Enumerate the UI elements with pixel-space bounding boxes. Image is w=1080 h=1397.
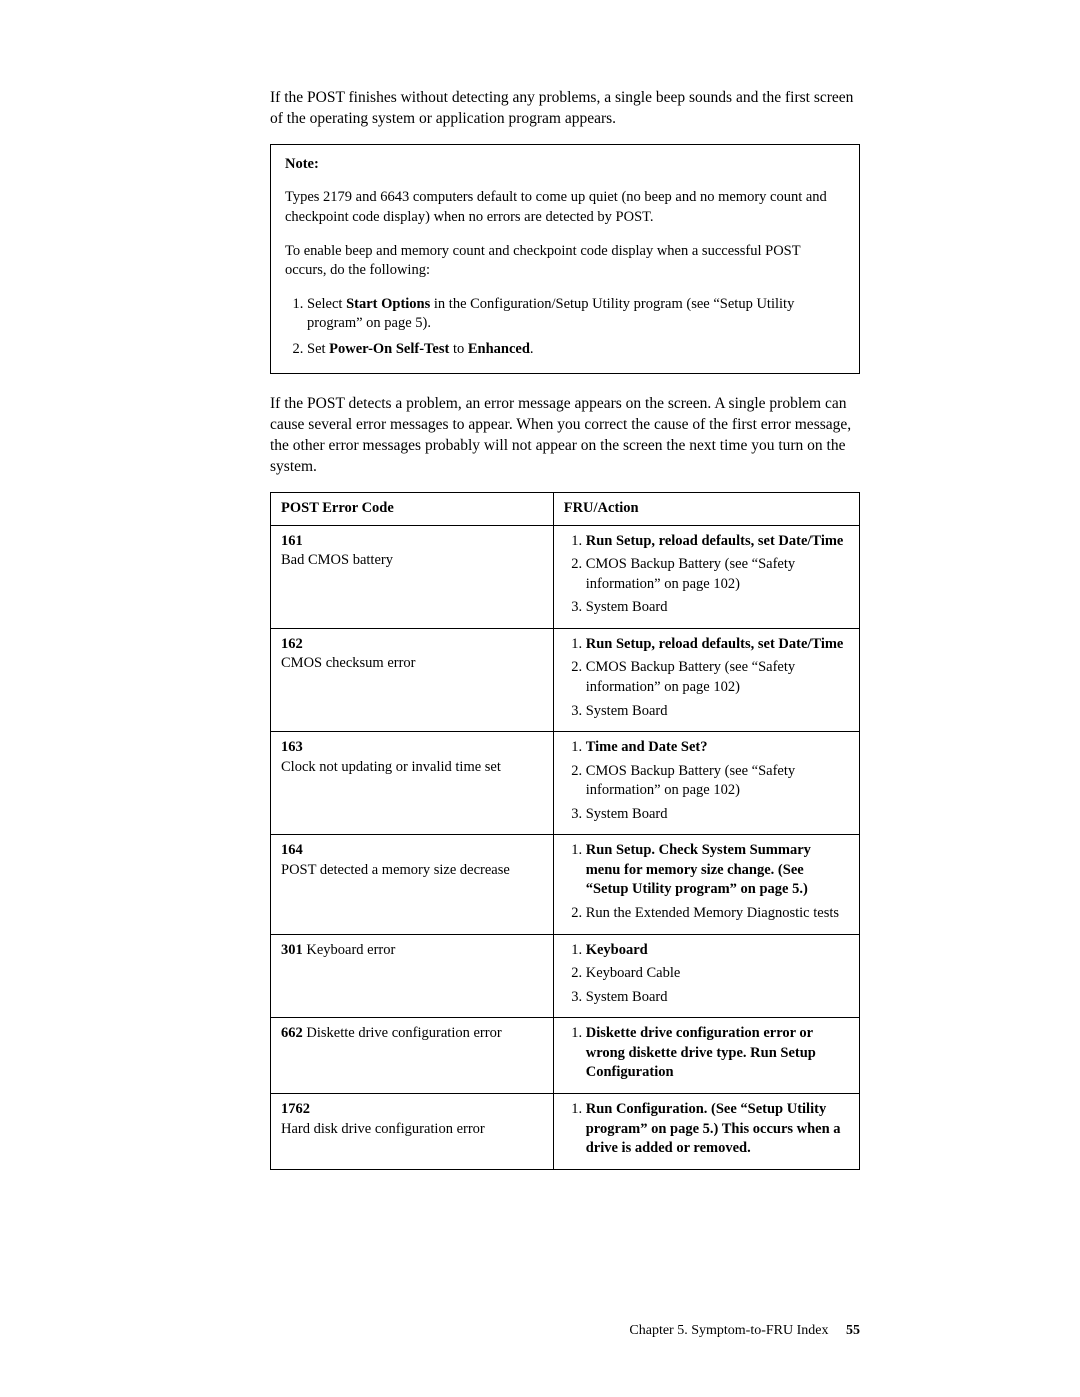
action-cell: Run Configuration. (See “Setup Utility p… <box>553 1093 859 1169</box>
error-code-cell: 161Bad CMOS battery <box>271 525 554 628</box>
table-header-code: POST Error Code <box>271 493 554 526</box>
error-code-cell: 1762Hard disk drive configuration error <box>271 1093 554 1169</box>
table-row: 301 Keyboard errorKeyboardKeyboard Cable… <box>271 934 860 1018</box>
table-row: 1762Hard disk drive configuration errorR… <box>271 1093 860 1169</box>
action-cell: KeyboardKeyboard CableSystem Board <box>553 934 859 1018</box>
table-row: 662 Diskette drive configuration errorDi… <box>271 1018 860 1094</box>
error-code-cell: 162CMOS checksum error <box>271 628 554 731</box>
note-steps: Select Start Options in the Configuratio… <box>285 295 845 360</box>
intro-paragraph-2: If the POST detects a problem, an error … <box>270 394 860 478</box>
table-header-action: FRU/Action <box>553 493 859 526</box>
note-paragraph-1: Types 2179 and 6643 computers default to… <box>285 188 845 227</box>
note-step-1: Select Start Options in the Configuratio… <box>307 295 845 334</box>
table-row: 163Clock not updating or invalid time se… <box>271 732 860 835</box>
action-cell: Time and Date Set?CMOS Backup Battery (s… <box>553 732 859 835</box>
post-error-table: POST Error Code FRU/Action 161Bad CMOS b… <box>270 492 860 1170</box>
footer-chapter: Chapter 5. Symptom-to-FRU Index <box>629 1323 828 1338</box>
note-box: Note: Types 2179 and 6643 computers defa… <box>270 144 860 375</box>
error-code-cell: 164POST detected a memory size decrease <box>271 835 554 934</box>
note-paragraph-2: To enable beep and memory count and chec… <box>285 242 845 281</box>
error-code-cell: 301 Keyboard error <box>271 934 554 1018</box>
note-step-2: Set Power-On Self-Test to Enhanced. <box>307 340 845 360</box>
page-footer: Chapter 5. Symptom-to-FRU Index 55 <box>629 1322 860 1341</box>
action-cell: Run Setup. Check System Summary menu for… <box>553 835 859 934</box>
action-cell: Run Setup, reload defaults, set Date/Tim… <box>553 628 859 731</box>
error-code-cell: 662 Diskette drive configuration error <box>271 1018 554 1094</box>
table-row: 164POST detected a memory size decreaseR… <box>271 835 860 934</box>
table-row: 161Bad CMOS batteryRun Setup, reload def… <box>271 525 860 628</box>
note-title: Note: <box>285 155 845 175</box>
action-cell: Diskette drive configuration error or wr… <box>553 1018 859 1094</box>
error-code-cell: 163Clock not updating or invalid time se… <box>271 732 554 835</box>
intro-paragraph-1: If the POST finishes without detecting a… <box>270 88 860 130</box>
table-row: 162CMOS checksum errorRun Setup, reload … <box>271 628 860 731</box>
action-cell: Run Setup, reload defaults, set Date/Tim… <box>553 525 859 628</box>
footer-page-number: 55 <box>846 1323 860 1338</box>
